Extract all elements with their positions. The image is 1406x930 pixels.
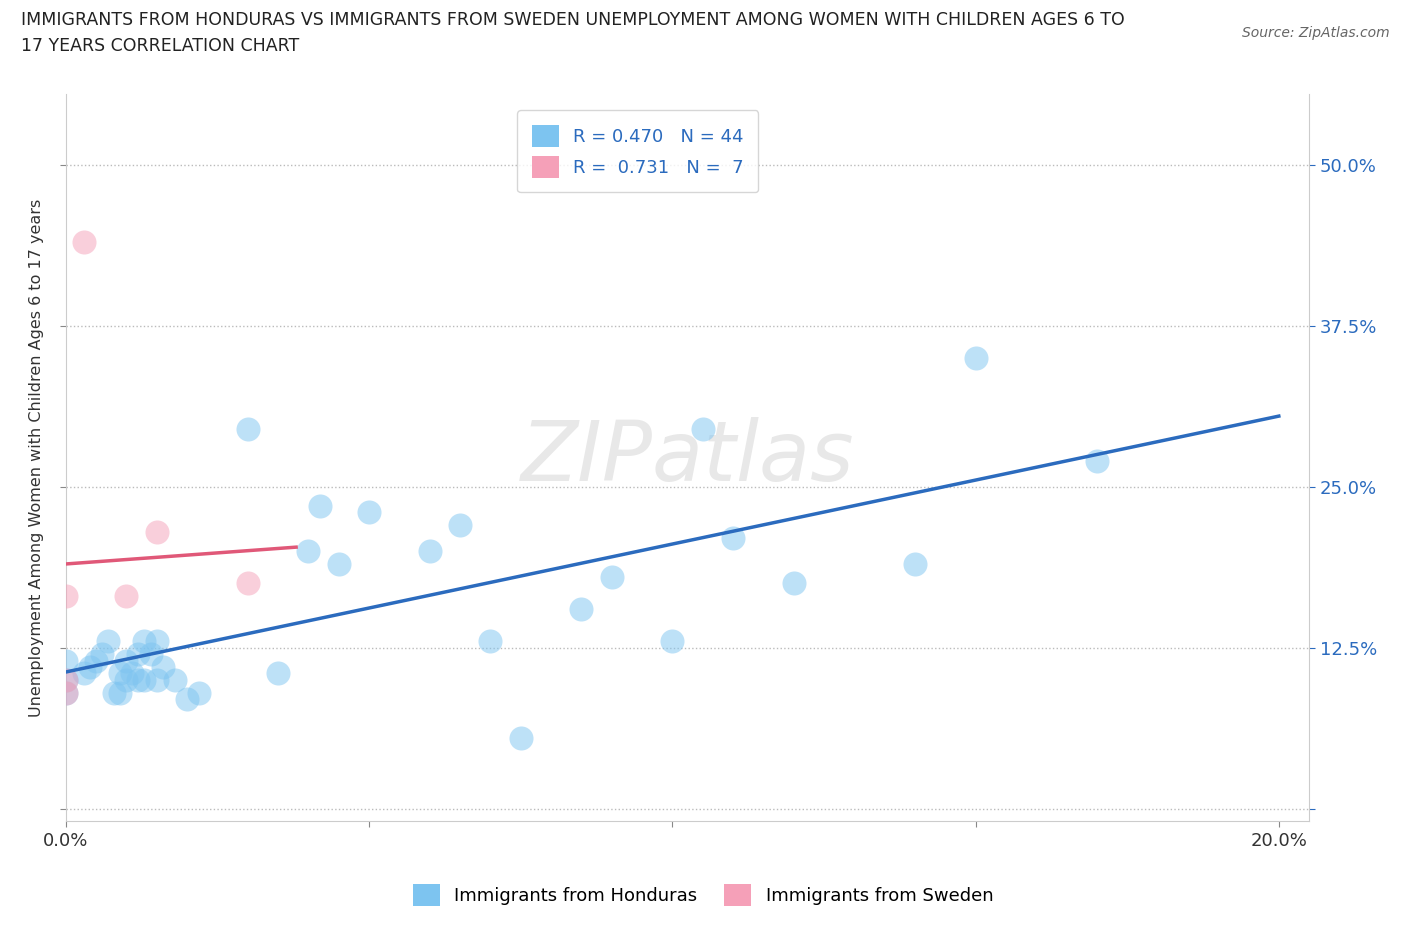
Point — [188, 685, 211, 700]
Point — [236, 576, 259, 591]
Point — [419, 544, 441, 559]
Point — [297, 544, 319, 559]
Point — [357, 505, 380, 520]
Point — [73, 234, 96, 249]
Point — [236, 421, 259, 436]
Point — [152, 659, 174, 674]
Point — [127, 672, 149, 687]
Point — [479, 633, 502, 648]
Y-axis label: Unemployment Among Women with Children Ages 6 to 17 years: Unemployment Among Women with Children A… — [30, 199, 44, 717]
Point — [103, 685, 125, 700]
Point — [115, 672, 138, 687]
Point — [55, 672, 77, 687]
Point — [661, 633, 683, 648]
Point — [84, 653, 107, 668]
Point — [692, 421, 714, 436]
Point — [1085, 454, 1108, 469]
Point — [55, 672, 77, 687]
Point — [55, 685, 77, 700]
Legend: Immigrants from Honduras, Immigrants from Sweden: Immigrants from Honduras, Immigrants fro… — [405, 877, 1001, 913]
Point — [121, 666, 143, 681]
Point — [145, 672, 167, 687]
Point — [600, 569, 623, 584]
Point — [569, 602, 592, 617]
Point — [97, 633, 120, 648]
Point — [965, 351, 987, 365]
Point — [127, 646, 149, 661]
Point — [115, 589, 138, 604]
Point — [55, 589, 77, 604]
Point — [139, 646, 162, 661]
Point — [73, 666, 96, 681]
Point — [449, 518, 471, 533]
Point — [55, 653, 77, 668]
Point — [721, 531, 744, 546]
Point — [328, 556, 350, 571]
Point — [267, 666, 290, 681]
Text: ZIPatlas: ZIPatlas — [520, 418, 855, 498]
Text: 17 YEARS CORRELATION CHART: 17 YEARS CORRELATION CHART — [21, 37, 299, 55]
Point — [91, 646, 114, 661]
Point — [115, 653, 138, 668]
Point — [145, 633, 167, 648]
Text: IMMIGRANTS FROM HONDURAS VS IMMIGRANTS FROM SWEDEN UNEMPLOYMENT AMONG WOMEN WITH: IMMIGRANTS FROM HONDURAS VS IMMIGRANTS F… — [21, 11, 1125, 29]
Point — [134, 633, 156, 648]
Text: Source: ZipAtlas.com: Source: ZipAtlas.com — [1241, 26, 1389, 40]
Point — [108, 666, 131, 681]
Point — [134, 672, 156, 687]
Legend: R = 0.470   N = 44, R =  0.731   N =  7: R = 0.470 N = 44, R = 0.731 N = 7 — [517, 111, 758, 193]
Point — [55, 685, 77, 700]
Point — [145, 525, 167, 539]
Point — [108, 685, 131, 700]
Point — [904, 556, 927, 571]
Point — [176, 692, 198, 707]
Point — [79, 659, 101, 674]
Point — [509, 730, 531, 745]
Point — [163, 672, 186, 687]
Point — [309, 498, 332, 513]
Point — [782, 576, 804, 591]
